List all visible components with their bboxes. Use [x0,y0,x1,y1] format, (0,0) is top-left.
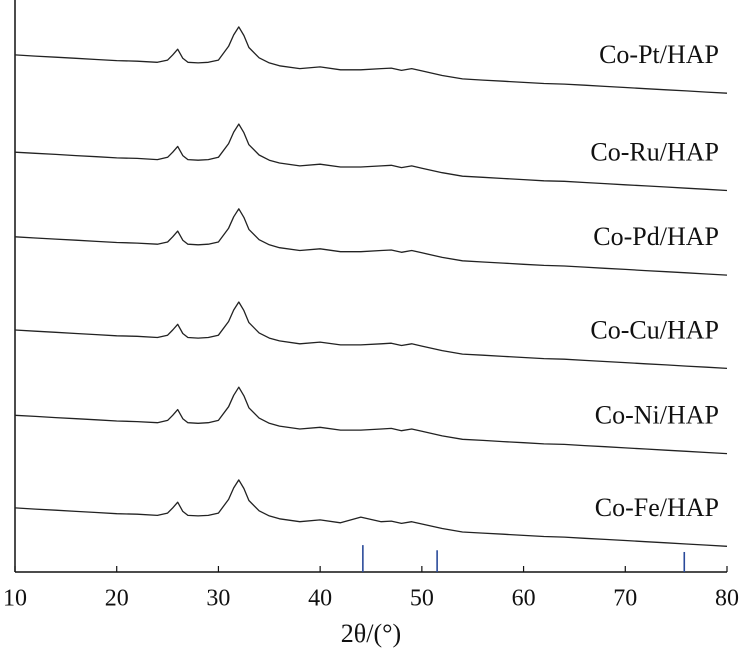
x-tick-label: 50 [410,586,434,612]
x-tick-label: 30 [206,586,230,612]
x-tick-label: 70 [613,586,637,612]
series-line [14,26,728,94]
series-label: Co-Cu/HAP [590,315,719,344]
series-label: Co-Ni/HAP [595,401,719,430]
x-tick-label: 80 [715,586,739,612]
series-line [14,479,728,547]
x-tick-label: 20 [105,586,129,612]
x-tick-label: 40 [308,586,332,612]
series-line [14,208,728,276]
x-axis-title: 2θ/(°) [341,619,401,648]
x-tick-label: 60 [512,586,536,612]
series-label: Co-Pt/HAP [599,40,719,69]
series-label: Co-Pd/HAP [593,222,719,251]
series-line [14,123,728,192]
x-tick-label: 10 [3,586,27,612]
series-line [14,386,728,455]
series-line [14,301,728,370]
series-label: Co-Fe/HAP [595,493,719,522]
series-label: Co-Ru/HAP [590,137,719,166]
